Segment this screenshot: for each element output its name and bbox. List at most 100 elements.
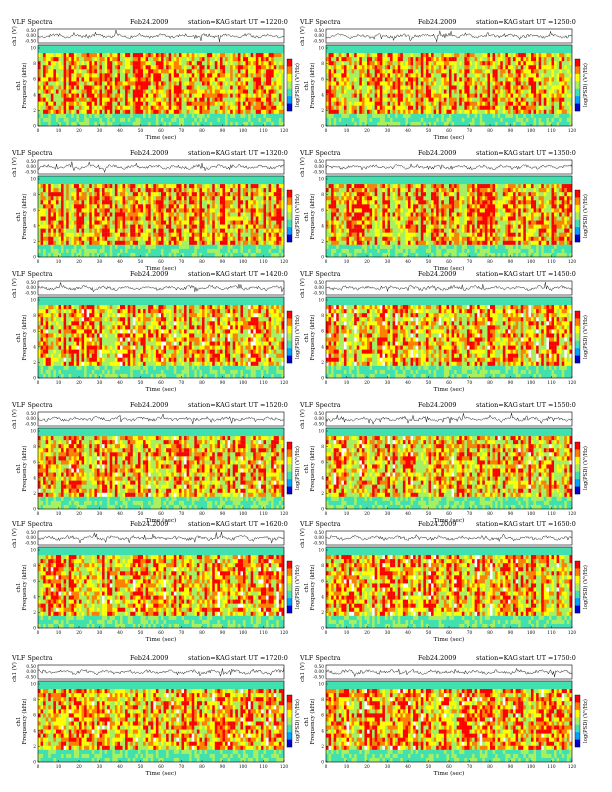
spectrogram-cell xyxy=(380,122,383,126)
spectrogram-cell xyxy=(279,61,282,65)
spectrogram-cell xyxy=(148,221,151,225)
spectrogram-cell xyxy=(105,98,108,102)
spectrogram-cell xyxy=(112,180,115,184)
spectrogram-cell xyxy=(110,94,113,98)
spectrogram-cell xyxy=(48,245,51,249)
spectrogram-cell xyxy=(123,188,126,192)
spectrogram-cell xyxy=(38,237,41,241)
spectrogram-cell xyxy=(151,217,154,221)
spectrogram-cell xyxy=(279,110,282,114)
spectrogram-cell xyxy=(271,49,274,53)
spectrogram-cell xyxy=(46,61,49,65)
spectrogram-cell xyxy=(347,118,350,122)
spectrogram-cell xyxy=(276,110,279,114)
spectrogram-cell xyxy=(117,94,120,98)
spectrogram-cell xyxy=(334,45,337,49)
spectrogram-cell xyxy=(228,118,231,122)
spectrogram-cell xyxy=(133,61,136,65)
spectrogram-cell xyxy=(161,81,164,85)
spectrogram-cell xyxy=(166,110,169,114)
spectrogram-cell xyxy=(477,81,480,85)
spectrogram-cell xyxy=(38,212,41,216)
spectrogram-cell xyxy=(388,86,391,90)
spectrogram-cell xyxy=(146,200,149,204)
spectrogram-cell xyxy=(444,118,447,122)
spectrogram-cell xyxy=(516,77,519,81)
spectrogram-cell xyxy=(485,53,488,57)
spectrogram-cell xyxy=(266,98,269,102)
spectrogram-cell xyxy=(477,77,480,81)
spectrogram-cell xyxy=(246,114,249,118)
spectrogram-cell xyxy=(544,81,547,85)
spectrogram-cell xyxy=(403,86,406,90)
spectrogram-cell xyxy=(189,110,192,114)
spectrogram-cell xyxy=(174,102,177,106)
spectrogram-cell xyxy=(459,69,462,73)
spectrogram-cell xyxy=(130,188,133,192)
spectrogram-cell xyxy=(385,77,388,81)
spectrogram-cell xyxy=(164,57,167,61)
spectrogram-cell xyxy=(138,233,141,237)
spectrogram-cell xyxy=(115,61,118,65)
spectrogram-cell xyxy=(174,53,177,57)
spectrogram-cell xyxy=(431,98,434,102)
spectrogram-cell xyxy=(169,57,172,61)
spectrogram-cell xyxy=(436,114,439,118)
spectrogram-cell xyxy=(141,237,144,241)
spectrogram-cell xyxy=(240,49,243,53)
spectrogram-cell xyxy=(97,86,100,90)
spectrogram-cell xyxy=(176,77,179,81)
spectrogram-cell xyxy=(210,90,213,94)
spectrogram-cell xyxy=(354,53,357,57)
spectrogram-cell xyxy=(210,106,213,110)
spectrogram-cell xyxy=(169,77,172,81)
spectrogram-cell xyxy=(87,122,90,126)
spectrogram-cell xyxy=(110,73,113,77)
spectrogram-cell xyxy=(421,81,424,85)
spectrogram-cell xyxy=(251,102,254,106)
spectrogram-cell xyxy=(341,69,344,73)
spectrogram-cell xyxy=(164,118,167,122)
spectrogram-cell xyxy=(511,61,514,65)
spectrogram-cell xyxy=(79,233,82,237)
spectrogram-cell xyxy=(429,102,432,106)
spectrogram-cell xyxy=(411,49,414,53)
spectrogram-cell xyxy=(567,57,570,61)
spectrogram-cell xyxy=(498,110,501,114)
spectrogram-cell xyxy=(503,114,506,118)
y-tick-label: 6 xyxy=(321,78,324,83)
spectrogram-cell xyxy=(477,45,480,49)
spectrogram-cell xyxy=(107,217,110,221)
spectrogram-cell xyxy=(258,69,261,73)
spectrogram-cell xyxy=(130,200,133,204)
spectrogram-cell xyxy=(151,49,154,53)
spectrogram-cell xyxy=(84,122,87,126)
spectrogram-cell xyxy=(146,106,149,110)
spectrogram-cell xyxy=(53,94,56,98)
spectrogram-cell xyxy=(470,49,473,53)
spectrogram-cell xyxy=(135,110,138,114)
spectrogram-cell xyxy=(115,94,118,98)
spectrogram-cell xyxy=(148,188,151,192)
spectrogram-cell xyxy=(46,192,49,196)
spectrogram-cell xyxy=(161,253,164,257)
spectrogram-cell xyxy=(426,86,429,90)
spectrogram-cell xyxy=(143,57,146,61)
spectrogram-cell xyxy=(130,229,133,233)
spectrogram-cell xyxy=(156,90,159,94)
spectrogram-cell xyxy=(105,245,108,249)
spectrogram-cell xyxy=(53,253,56,257)
spectrogram-cell xyxy=(135,118,138,122)
spectrogram-cell xyxy=(130,106,133,110)
spectrogram-cell xyxy=(546,114,549,118)
spectrogram-cell xyxy=(87,69,90,73)
spectrogram-cell xyxy=(76,241,79,245)
spectrogram-cell xyxy=(138,229,141,233)
spectrogram-cell xyxy=(89,180,92,184)
spectrogram-cell xyxy=(97,245,100,249)
spectrogram-cell xyxy=(166,106,169,110)
spectrogram-cell xyxy=(64,57,67,61)
spectrogram-cell xyxy=(261,69,264,73)
spectrogram-cell xyxy=(125,188,128,192)
spectrogram-cell xyxy=(117,81,120,85)
